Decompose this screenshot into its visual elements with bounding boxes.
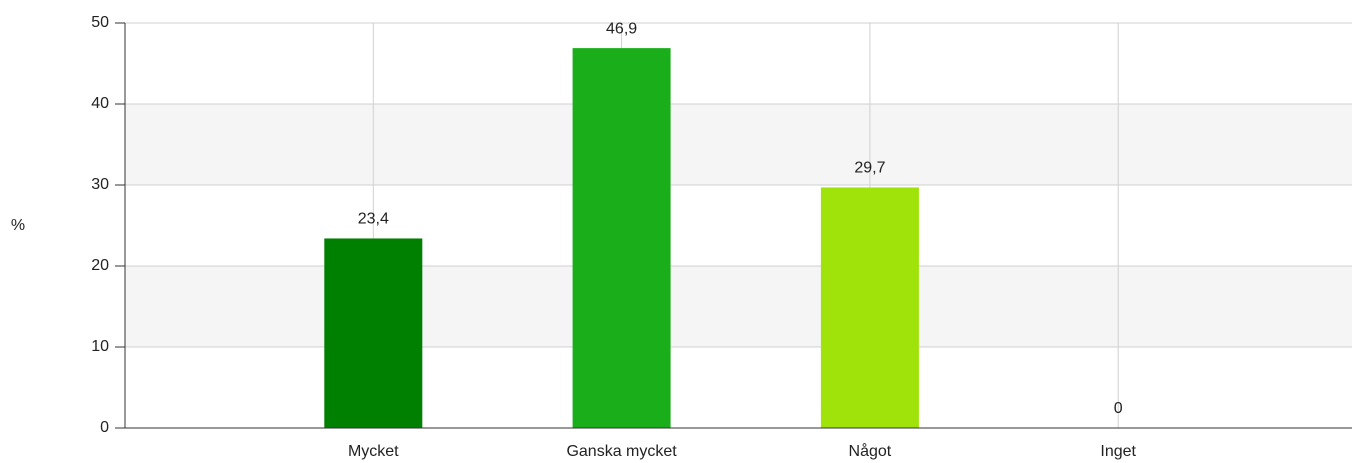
bar xyxy=(572,48,671,429)
y-tick-label: 0 xyxy=(100,419,109,436)
x-tick-label: Mycket xyxy=(348,443,399,460)
x-tick-label: Ganska mycket xyxy=(566,443,677,460)
bar xyxy=(820,187,919,428)
grid-band xyxy=(125,266,1352,347)
y-axis-label: % xyxy=(11,217,25,234)
value-label: 46,9 xyxy=(606,20,637,37)
x-tick-label: Inget xyxy=(1100,443,1136,460)
value-label: 0 xyxy=(1114,400,1123,417)
x-tick-label: Något xyxy=(849,442,892,460)
y-tick-label: 20 xyxy=(91,257,109,274)
y-tick-label: 30 xyxy=(91,176,109,193)
y-tick-label: 40 xyxy=(91,95,109,112)
value-label: 23,4 xyxy=(358,211,389,228)
value-label: 29,7 xyxy=(854,160,885,177)
y-tick-label: 10 xyxy=(91,338,109,355)
y-tick-label: 50 xyxy=(91,14,109,31)
bar xyxy=(324,238,423,428)
grid-band xyxy=(125,104,1352,185)
